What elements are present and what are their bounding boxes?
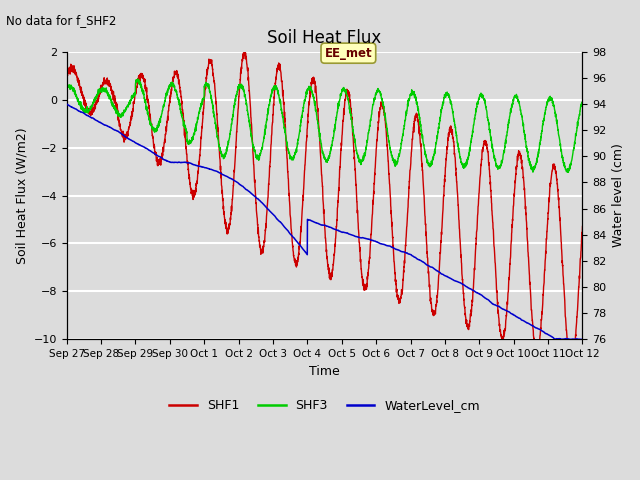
Legend: SHF1, SHF3, WaterLevel_cm: SHF1, SHF3, WaterLevel_cm (164, 395, 484, 418)
X-axis label: Time: Time (309, 365, 340, 378)
Y-axis label: Water level (cm): Water level (cm) (612, 144, 625, 248)
Title: Soil Heat Flux: Soil Heat Flux (268, 29, 381, 48)
Text: EE_met: EE_met (324, 47, 372, 60)
Y-axis label: Soil Heat Flux (W/m2): Soil Heat Flux (W/m2) (15, 127, 28, 264)
Text: No data for f_SHF2: No data for f_SHF2 (6, 14, 116, 27)
